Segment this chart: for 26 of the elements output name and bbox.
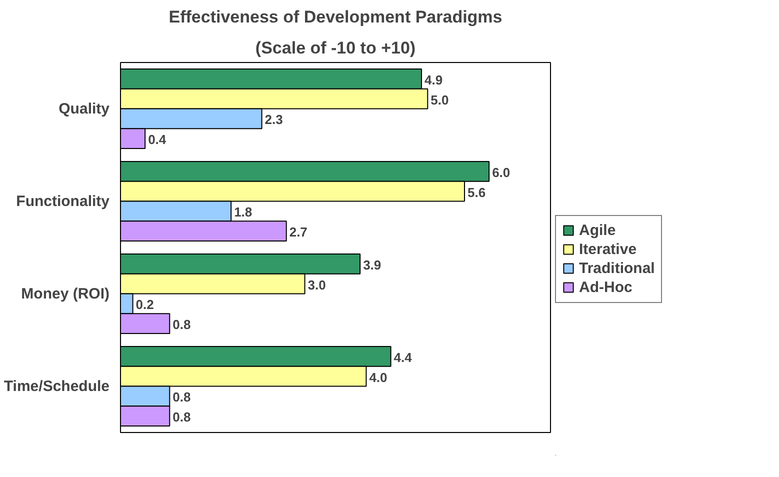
data-label: 1.8 [234, 204, 252, 220]
data-label: 0.8 [172, 317, 191, 332]
chart-title: Effectiveness of Development Paradigms [168, 8, 502, 26]
data-label: 4.9 [424, 72, 443, 88]
data-label: 0.2 [136, 297, 154, 312]
y-tick-label: Functionality [16, 192, 110, 210]
y-tick-label: Quality [58, 100, 110, 118]
y-tick-label: Time/Schedule [4, 378, 110, 395]
legend-label: Iterative [579, 240, 637, 258]
legend-label: Ad-Hoc [579, 278, 632, 296]
data-label: 4.4 [394, 350, 413, 365]
y-tick-label: Money (ROI) [21, 285, 110, 302]
data-label: 0.8 [172, 410, 191, 425]
data-label: 5.6 [468, 184, 486, 200]
data-label: 2.7 [289, 224, 308, 240]
legend-label: Agile [579, 222, 616, 238]
chart-subtitle: (Scale of -10 to +10) [255, 38, 416, 58]
data-label: 2.3 [264, 112, 283, 128]
data-label: 3.9 [363, 257, 382, 272]
data-label: 5.0 [430, 92, 449, 108]
data-label: 4.0 [369, 370, 388, 385]
data-label: 0.4 [148, 132, 167, 148]
data-label: 3.0 [308, 277, 326, 292]
data-label: 0.8 [172, 390, 191, 405]
legend-label: Traditional [579, 260, 655, 276]
data-label: 6.0 [492, 164, 510, 180]
